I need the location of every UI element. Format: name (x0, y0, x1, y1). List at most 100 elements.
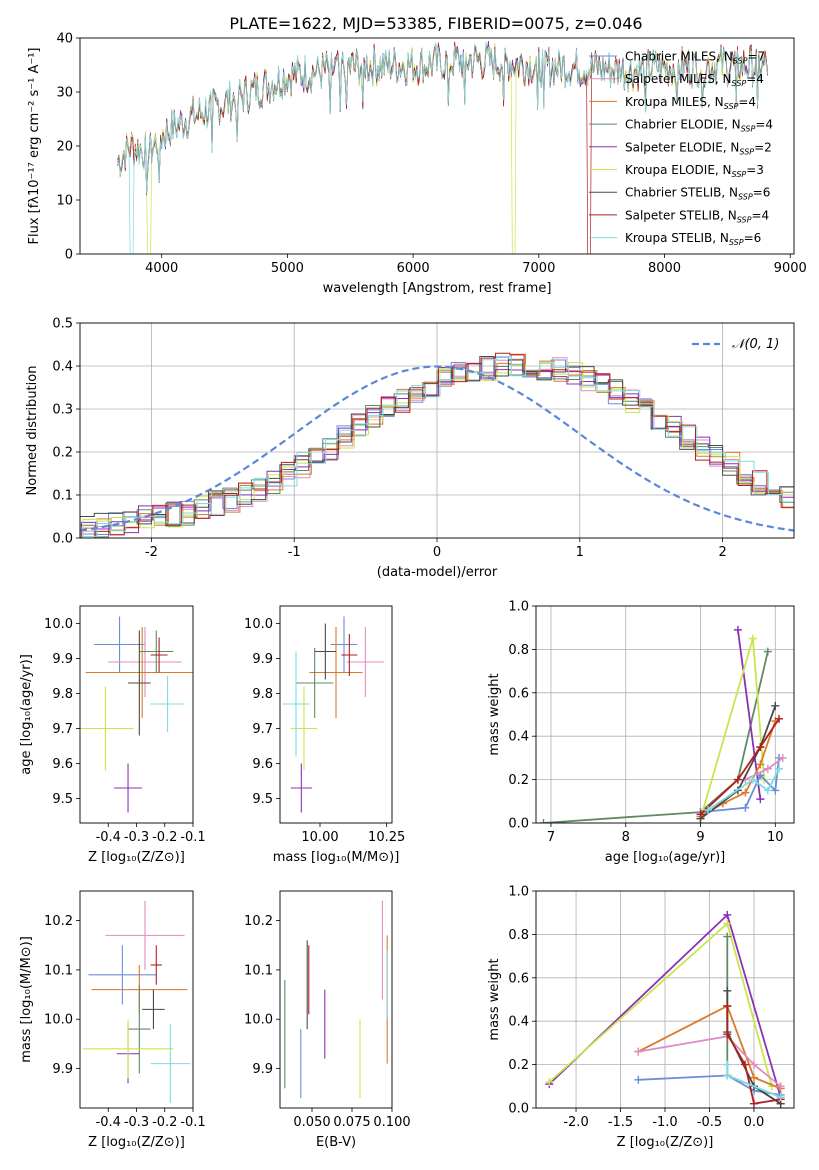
plot-area (539, 625, 787, 823)
weight-marker-blue (741, 803, 750, 812)
spectrum-cyan (117, 41, 768, 254)
weight-marker-blue (634, 1075, 643, 1084)
x-tick-label: -0.3 (124, 830, 149, 845)
y-tick-label: 0.4 (508, 1015, 529, 1030)
y-tick-label: 0.3 (52, 403, 73, 418)
y-tick-label: 10.2 (244, 914, 273, 929)
weight-marker-red (696, 810, 705, 819)
x-tick-label: -0.1 (180, 830, 205, 845)
y-tick-label: 40 (56, 32, 73, 47)
x-tick-label: -2.0 (563, 1115, 588, 1130)
weight-marker-orange (741, 788, 750, 797)
y-tick-label: 9.5 (252, 792, 273, 807)
x-tick-label: 7 (547, 830, 555, 845)
weight-marker-blue (771, 786, 780, 795)
x-tick-label: 9 (696, 830, 704, 845)
x-tick-label: -1.5 (608, 1115, 633, 1130)
weight-marker-orange (749, 1073, 758, 1082)
x-axis-label: (data-model)/error (377, 565, 498, 580)
weight-marker-cyan (748, 775, 757, 784)
y-tick-label: 9.8 (252, 687, 273, 702)
legend-entry: Salpeter STELIB, NSSP=4 (625, 208, 769, 224)
weight-line-orange (637, 1004, 782, 1090)
x-tick-label: 7000 (522, 261, 555, 276)
y-tick-label: 10.1 (44, 963, 73, 978)
weight-marker-purple (756, 795, 765, 804)
y-tick-label: 10.1 (244, 963, 273, 978)
x-tick-label: 9000 (774, 261, 807, 276)
weight-line-cyan (707, 768, 780, 811)
y-tick-label: 1.0 (508, 600, 529, 615)
x-tick-label: -0.4 (96, 830, 121, 845)
weight-marker-pink (763, 764, 772, 773)
x-tick-label: 0.100 (373, 1115, 410, 1130)
y-tick-label: 0.6 (508, 686, 529, 701)
histogram-cyan (82, 355, 794, 538)
weight-marker-red (775, 714, 784, 723)
axes-frame (79, 322, 795, 539)
x-axis-label: Z [log₁₀(Z/Z⊙)] (617, 1135, 714, 1150)
legend-entry: Chabrier STELIB, NSSP=6 (625, 186, 770, 202)
y-tick-label: 10.0 (44, 1013, 73, 1028)
y-tick-label: 1.0 (508, 885, 529, 900)
x-axis-label: Z [log₁₀(Z/Z⊙)] (88, 850, 185, 865)
x-tick-label: 10.00 (301, 830, 338, 845)
panel-7: -2.0 -1.5 -1.0 -0.5 0.0 0.0 0.2 0.4 0.6 0.8 1.0 Z [… (487, 885, 795, 1150)
weight-marker-green (763, 647, 772, 656)
weight-marker-cyan (776, 1093, 785, 1102)
legend-entry: Kroupa STELIB, NSSP=6 (625, 231, 761, 247)
weight-marker-red (723, 1002, 732, 1011)
axes-frame (279, 890, 393, 1109)
y-tick-label: 0.0 (52, 532, 73, 547)
x-tick-label: 0.075 (333, 1115, 370, 1130)
x-tick-label: 10 (767, 830, 784, 845)
x-tick-label: 1 (576, 545, 584, 560)
y-tick-label: 0.0 (508, 817, 529, 832)
plot-area (80, 352, 794, 538)
y-tick-label: 9.9 (52, 652, 73, 667)
panel-6: 0.050 0.075 0.100 9.9 10.0 10.1 10.2 E(B-V) (244, 890, 411, 1150)
weight-marker-cyan (723, 1060, 732, 1069)
plot-area (82, 900, 191, 1104)
y-tick-label: 20 (56, 140, 73, 155)
weight-marker-purple (733, 625, 742, 634)
y-tick-label: 30 (56, 86, 73, 101)
panel-1: -2 -1 0 1 2 0.0 0.1 0.2 0.3 0.4 0.5 (data-model)/er… (25, 317, 795, 580)
x-tick-label: 0.0 (744, 1115, 765, 1130)
legend-entry: Chabrier MILES, NSSP=7 (625, 50, 765, 66)
x-tick-label: 6000 (397, 261, 430, 276)
y-tick-label: 0.4 (508, 730, 529, 745)
weight-marker-pink (634, 1047, 643, 1056)
y-tick-label: 9.6 (52, 757, 73, 772)
y-tick-label: 0.5 (52, 317, 73, 332)
weight-marker-purple (723, 910, 732, 919)
y-tick-label: 10.0 (244, 1013, 273, 1028)
plot-area (282, 616, 384, 813)
weight-marker-pink (749, 1060, 758, 1069)
histogram-red (81, 352, 794, 538)
weight-marker-red (733, 775, 742, 784)
x-tick-label: -0.5 (697, 1115, 722, 1130)
x-tick-label: -0.4 (96, 1115, 121, 1130)
y-tick-label: 9.8 (52, 687, 73, 702)
weight-marker-orange (756, 760, 765, 769)
y-axis-label: Normed distribution (25, 366, 40, 496)
x-tick-label: 0.050 (293, 1115, 330, 1130)
weight-marker-lime (545, 1077, 554, 1086)
x-axis-label: E(B-V) (316, 1135, 356, 1150)
histogram-dark (80, 355, 794, 538)
weight-marker-red (756, 743, 765, 752)
x-tick-label: 2 (718, 545, 726, 560)
weight-marker-pink (778, 753, 787, 762)
weight-marker-cyan (775, 764, 784, 773)
axes-frame (535, 605, 795, 824)
axes-frame (279, 605, 393, 824)
y-tick-label: 0.8 (508, 928, 529, 943)
panel-0: 4000 5000 6000 7000 8000 9000 0 10 20 30 40 wavelen… (27, 32, 807, 297)
plot-area (545, 910, 785, 1108)
weight-marker-cyan (723, 1071, 732, 1080)
y-tick-label: 0.6 (508, 971, 529, 986)
x-tick-label: 8 (622, 830, 630, 845)
x-tick-label: -2 (145, 545, 158, 560)
legend-entry: Salpeter ELODIE, NSSP=2 (625, 140, 772, 156)
